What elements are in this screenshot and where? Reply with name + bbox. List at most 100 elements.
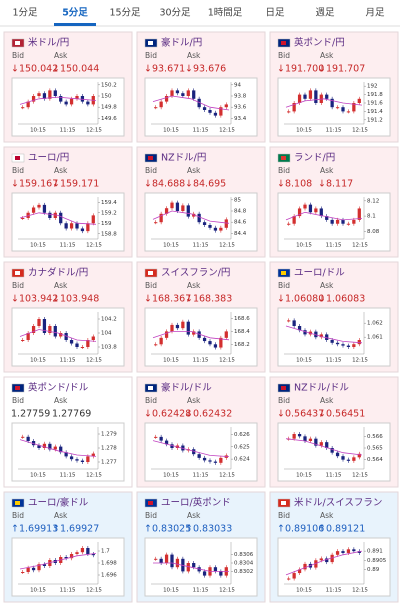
candle bbox=[86, 101, 90, 105]
moving-average bbox=[19, 212, 97, 225]
candle bbox=[325, 216, 329, 220]
y-tick-label: 103.8 bbox=[101, 345, 117, 351]
candle bbox=[219, 107, 223, 116]
candle bbox=[224, 104, 228, 108]
pair-name[interactable]: 米ドル/円 bbox=[28, 37, 69, 49]
pair-name[interactable]: 豪ドル/ドル bbox=[161, 382, 212, 394]
ask-value: ↓103.948 bbox=[52, 294, 99, 305]
moving-average bbox=[152, 331, 230, 341]
pair-name[interactable]: 英ポンド/円 bbox=[294, 37, 345, 49]
candle bbox=[26, 101, 30, 108]
bid-value: ↓93.671 bbox=[144, 64, 185, 75]
candle bbox=[64, 557, 68, 559]
bid-label: Bid bbox=[278, 166, 290, 175]
candle bbox=[164, 331, 169, 338]
candle bbox=[21, 218, 25, 219]
rate-card: NZドル/ドル Bid Ask ↓0.56437↓0.56451 0.566 0.565 0… bbox=[269, 376, 399, 488]
y-tick-label: 1.279 bbox=[101, 432, 117, 438]
candle bbox=[42, 204, 47, 213]
y-tick-label: 1.277 bbox=[101, 460, 117, 466]
tab[interactable]: 週足 bbox=[315, 7, 335, 19]
candle bbox=[335, 107, 340, 109]
pair-name[interactable]: ランド/円 bbox=[294, 153, 335, 164]
y-tick-label: 0.565 bbox=[367, 446, 383, 452]
flag-mark bbox=[15, 156, 20, 160]
ask-value: 1.27769 bbox=[52, 409, 91, 420]
bid-value: ↑0.89106 bbox=[277, 524, 324, 535]
candle bbox=[346, 549, 351, 553]
tab[interactable]: 1時間足 bbox=[208, 8, 243, 19]
candle bbox=[21, 436, 25, 438]
y-tick-label: 94 bbox=[234, 82, 241, 88]
candle bbox=[325, 334, 329, 340]
x-tick-label: 11:15 bbox=[60, 473, 76, 479]
pair-name[interactable]: スイスフラン/円 bbox=[161, 268, 230, 279]
y-tick-label: 1.278 bbox=[101, 446, 117, 452]
pair-name[interactable]: NZドル/円 bbox=[161, 153, 206, 164]
candle bbox=[80, 96, 85, 102]
tab[interactable]: 5分足 bbox=[62, 7, 88, 19]
tab[interactable]: 1分足 bbox=[12, 8, 38, 19]
candle bbox=[303, 94, 307, 99]
y-tick-label: 158.8 bbox=[101, 231, 117, 237]
bid-label: Bid bbox=[278, 51, 290, 60]
y-tick-label: 0.8302 bbox=[234, 569, 253, 575]
rate-card: 米ドル/スイスフラン Bid Ask ↑0.89106↑0.89121 0.891 0.8… bbox=[269, 491, 399, 603]
candle bbox=[219, 227, 223, 231]
bid-value: ↓103.942 bbox=[11, 294, 58, 305]
y-tick-label: 191.8 bbox=[367, 92, 383, 98]
pair-name[interactable]: 米ドル/スイスフラン bbox=[294, 497, 382, 509]
rate-card: ユーロ/豪ドル Bid Ask ↑1.69913↑1.69927 1.7 1.698 1.6… bbox=[3, 491, 133, 603]
rate-card: カナダドル/円 Bid Ask ↓103.942↓103.948 104.2 104 103… bbox=[3, 261, 133, 373]
x-tick-label: 11:15 bbox=[60, 358, 76, 364]
candle bbox=[69, 223, 74, 229]
x-tick-label: 10:15 bbox=[296, 588, 312, 594]
x-tick-label: 11:15 bbox=[60, 243, 76, 249]
x-tick-label: 11:15 bbox=[326, 128, 342, 134]
pair-name[interactable]: ユーロ/ドル bbox=[294, 268, 345, 279]
rate-card: スイスフラン/円 Bid Ask ↓168.367↓168.383 168.6 168.4… bbox=[136, 261, 266, 373]
candle bbox=[59, 446, 63, 453]
x-tick-label: 11:15 bbox=[193, 588, 209, 594]
pair-name[interactable]: 豪ドル/円 bbox=[161, 37, 202, 49]
candle bbox=[31, 96, 36, 102]
ask-label: Ask bbox=[54, 396, 68, 405]
candle bbox=[303, 563, 307, 570]
candle bbox=[357, 551, 361, 553]
pair-name[interactable]: ユーロ/英ポンド bbox=[161, 497, 231, 509]
x-tick-label: 10:15 bbox=[163, 243, 179, 249]
candle bbox=[86, 456, 90, 462]
candle bbox=[297, 569, 302, 574]
pair-name[interactable]: 英ポンド/ドル bbox=[28, 382, 89, 394]
x-tick-label: 10:15 bbox=[296, 473, 312, 479]
tab[interactable]: 15分足 bbox=[109, 8, 141, 19]
candle bbox=[213, 567, 218, 572]
x-tick-label: 10:15 bbox=[163, 358, 179, 364]
candle bbox=[341, 551, 345, 553]
ask-label: Ask bbox=[54, 511, 68, 520]
candle bbox=[219, 337, 223, 348]
candle bbox=[159, 558, 163, 563]
chart-frame bbox=[144, 537, 258, 597]
pair-name[interactable]: ユーロ/円 bbox=[28, 153, 69, 164]
pair-name[interactable]: NZドル/ドル bbox=[294, 383, 349, 394]
flag-mark bbox=[148, 156, 153, 160]
x-tick-label: 12:15 bbox=[352, 128, 368, 134]
y-tick-label: 8.1 bbox=[367, 214, 376, 220]
candle bbox=[224, 331, 228, 338]
x-tick-label: 11:15 bbox=[193, 243, 209, 249]
candle bbox=[91, 554, 95, 556]
candle bbox=[91, 453, 95, 457]
bid-label: Bid bbox=[145, 396, 157, 405]
candle bbox=[308, 90, 313, 99]
pair-name[interactable]: ユーロ/豪ドル bbox=[28, 497, 89, 509]
tab[interactable]: 月足 bbox=[365, 8, 385, 19]
chart-frame bbox=[277, 307, 391, 367]
tab[interactable]: 30分足 bbox=[159, 8, 191, 19]
pair-name[interactable]: カナダドル/円 bbox=[28, 267, 88, 279]
tab[interactable]: 日足 bbox=[265, 8, 285, 19]
bid-label: Bid bbox=[145, 166, 157, 175]
moving-average bbox=[19, 96, 97, 105]
bid-label: Bid bbox=[145, 281, 157, 290]
